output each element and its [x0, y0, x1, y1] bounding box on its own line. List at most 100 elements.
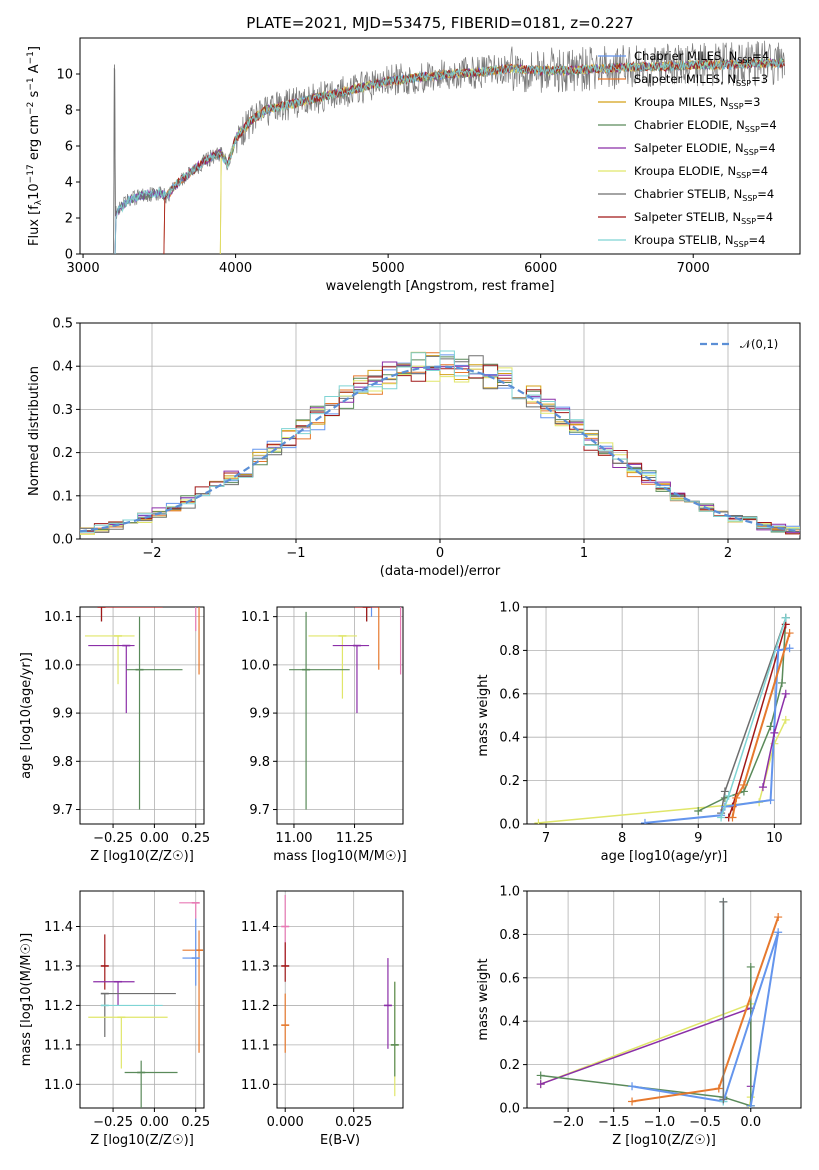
y-tick-label: 10.0 — [44, 658, 73, 673]
weight-line-salpeter-miles — [731, 632, 791, 818]
spectrum-legend: Chabrier MILES, NSSP=4 Salpeter MILES, NS… — [598, 49, 777, 249]
weight-marker — [720, 787, 729, 796]
x-tick-label: 0.000 — [267, 1115, 304, 1130]
y-tick-label: 0.3 — [52, 403, 73, 418]
x-axis-label: E(B-V) — [320, 1133, 360, 1148]
x-axis-label: Z [log10(Z/Z☉)] — [90, 849, 194, 864]
weight-marker — [758, 783, 767, 792]
age_vs_mass-axes: 11.00 11.25 9.7 9.8 9.9 10.0 10.1 — [241, 606, 404, 846]
y-axis-label: Flux [fλ10−17 erg cm−2 s−1 A−1] — [26, 46, 44, 246]
weight-marker — [728, 813, 737, 822]
mass_vs_ebv-points — [281, 894, 399, 1097]
weight-marker — [781, 613, 790, 622]
x-tick-label: 0.25 — [181, 1115, 210, 1130]
weight_vs_age-axes: 7 8 9 10 0.0 0.2 0.4 0.6 0.8 1.0 — [499, 601, 802, 846]
mass_vs_Z-points — [88, 902, 204, 1108]
y-tick-label: 9.7 — [249, 803, 270, 818]
y-tick-label: 10.1 — [44, 610, 73, 625]
weight-marker — [739, 780, 748, 789]
y-tick-label: 11.4 — [44, 920, 73, 935]
data-point-kroupa-elodie — [84, 635, 135, 685]
x-tick-label: 1 — [580, 546, 588, 561]
y-tick-label: 0.0 — [499, 818, 520, 833]
spectrum-models — [113, 57, 785, 254]
weight-marker — [640, 818, 649, 824]
y-tick-label: 4 — [65, 176, 73, 191]
weight-line-salpeter-elodie — [540, 1007, 752, 1087]
legend-label: Kroupa ELODIE, NSSP=4 — [634, 164, 768, 180]
x-tick-label: 6000 — [524, 261, 557, 276]
x-tick-label: 0.25 — [181, 831, 210, 846]
y-axis-label: mass [log10(M/M☉)] — [19, 933, 34, 1066]
y-tick-label: 10 — [56, 68, 73, 83]
y-tick-label: 11.1 — [44, 1038, 73, 1053]
y-tick-label: 0.4 — [499, 731, 520, 746]
x-tick-label: 4000 — [219, 261, 252, 276]
weight-marker — [732, 793, 741, 802]
y-tick-label: 11.2 — [241, 999, 270, 1014]
y-tick-label: 1.0 — [499, 885, 520, 900]
data-point-chabrier-elodie — [126, 616, 183, 810]
x-tick-label: −1 — [286, 546, 305, 561]
axes-frame — [79, 890, 205, 1109]
weight-marker — [717, 813, 726, 822]
y-tick-label: 0.2 — [52, 446, 73, 461]
x-tick-label: −2 — [142, 546, 161, 561]
x-axis-label: Z [log10(Z/Z☉)] — [612, 1133, 716, 1148]
data-point-salpeter-elodie — [88, 644, 135, 714]
weight-marker — [770, 728, 779, 737]
data-point-chabrier-miles — [182, 918, 200, 986]
y-tick-label: 0.8 — [499, 644, 520, 659]
data-point-pink — [195, 607, 197, 632]
y-tick-label: 11.2 — [44, 999, 73, 1014]
data-point-pink — [179, 902, 200, 919]
weight-marker — [777, 678, 786, 687]
x-tick-label: 7 — [542, 831, 550, 846]
weight_vs_age-lines — [534, 613, 794, 824]
data-point-chabrier-elodie — [124, 1060, 178, 1108]
y-tick-label: 11.3 — [44, 959, 73, 974]
weight-marker — [714, 1084, 723, 1093]
y-tick-label: 9.8 — [249, 755, 270, 770]
y-tick-label: 9.7 — [52, 803, 73, 818]
y-tick-label: 0.0 — [499, 1102, 520, 1117]
y-tick-label: 0.8 — [499, 928, 520, 943]
legend-label: Salpeter ELODIE, NSSP=4 — [634, 141, 776, 157]
legend-label: Chabrier STELIB, NSSP=4 — [634, 187, 774, 203]
y-tick-label: 0.6 — [499, 687, 520, 702]
data-point-salpeter-stelib — [281, 942, 290, 982]
x-tick-label: −1.0 — [644, 1115, 676, 1130]
x-tick-label: 0.00 — [140, 1115, 169, 1130]
weight-line-kroupa-elodie — [538, 719, 787, 824]
spectrum-model-line-kroupa-elodie — [219, 58, 785, 254]
figure-title: PLATE=2021, MJD=53475, FIBERID=0181, z=0… — [246, 14, 633, 32]
y-tick-label: 1.0 — [499, 601, 520, 616]
y-tick-label: 0.4 — [52, 360, 73, 375]
weight-marker — [746, 962, 755, 971]
x-tick-label: −0.5 — [689, 1115, 721, 1130]
residuals-axes: −2 −1 0 1 2 0.0 0.1 0.2 0.3 0.4 0.5 — [52, 317, 801, 561]
axes-frame — [276, 890, 404, 1109]
y-tick-label: 0.4 — [499, 1015, 520, 1030]
weight-marker — [719, 1095, 728, 1104]
axes-frame — [79, 606, 205, 825]
x-axis-label: (data-model)/error — [380, 564, 501, 579]
normal-curve — [79, 365, 801, 533]
y-tick-label: 11.1 — [241, 1038, 270, 1053]
x-tick-label: 2 — [724, 546, 732, 561]
x-tick-label: 10 — [766, 831, 783, 846]
weight-marker — [536, 1071, 545, 1080]
x-tick-label: −1.5 — [598, 1115, 630, 1130]
weight-marker — [746, 1101, 755, 1108]
data-point-salpeter-stelib — [354, 607, 379, 622]
weight-marker — [785, 644, 794, 653]
weight-marker — [536, 1080, 545, 1089]
age_vs_Z-points — [84, 607, 200, 810]
data-point-salpeter-elodie — [383, 958, 392, 1049]
x-axis-label: Z [log10(Z/Z☉)] — [90, 1133, 194, 1148]
legend-label: Kroupa MILES, NSSP=3 — [634, 95, 760, 111]
y-axis-label: mass weight — [476, 958, 491, 1040]
weight-marker — [724, 791, 733, 800]
y-tick-label: 11.0 — [44, 1078, 73, 1093]
y-tick-label: 11.0 — [241, 1078, 270, 1093]
